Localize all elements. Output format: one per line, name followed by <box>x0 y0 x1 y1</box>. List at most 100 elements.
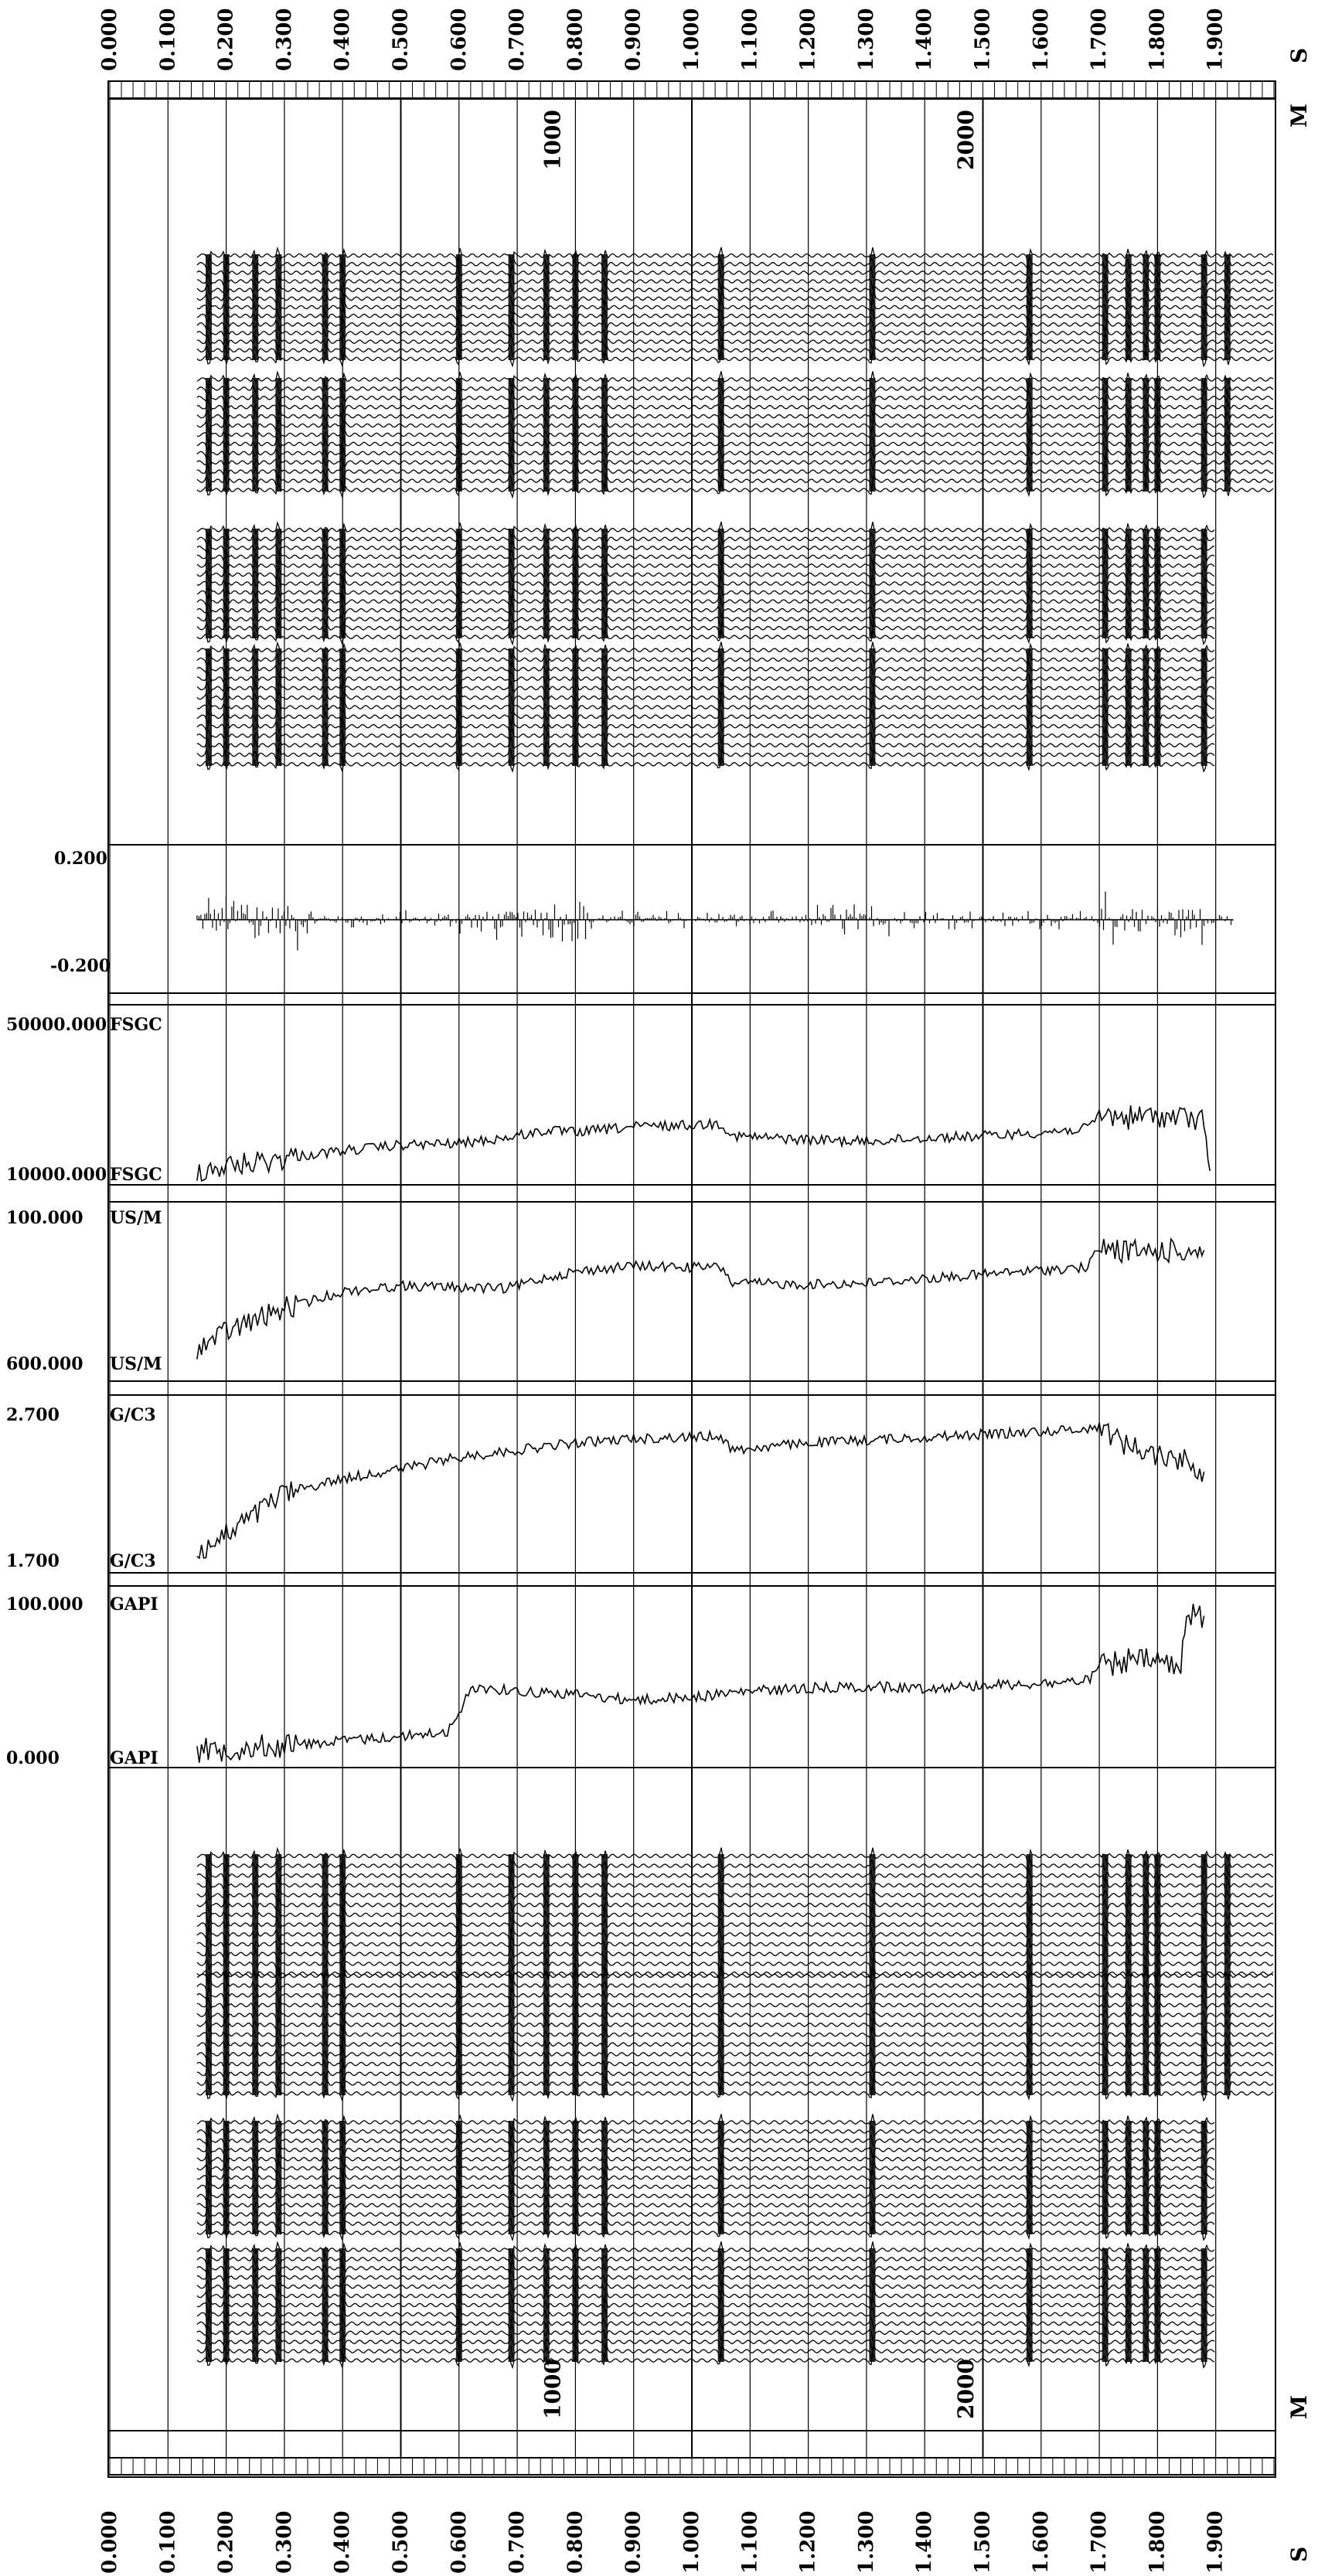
strong-event <box>601 378 608 492</box>
strong-event <box>1201 1854 1207 1975</box>
seismic-trace <box>196 273 1274 291</box>
strong-event <box>508 1974 515 2095</box>
strong-event <box>275 254 282 360</box>
seismic-trace <box>196 611 1215 629</box>
strong-event <box>601 254 608 360</box>
strong-event <box>1224 1854 1231 1975</box>
strong-event <box>508 378 515 492</box>
seismic-trace <box>196 2323 1215 2343</box>
tick-label-bottom: 1.700 <box>1088 2511 1111 2574</box>
seismic-trace <box>196 2151 1215 2168</box>
strong-event <box>275 1854 282 1975</box>
strong-event <box>252 254 259 360</box>
strong-event <box>1224 1974 1231 2095</box>
strong-event <box>223 529 230 638</box>
strong-event <box>1125 254 1132 360</box>
strong-event <box>717 2121 724 2234</box>
strong-event <box>1026 1854 1033 1975</box>
strong-event <box>252 2121 259 2234</box>
seismic-trace <box>196 2288 1215 2305</box>
strong-event <box>1154 1854 1161 1975</box>
seismic-trace <box>196 549 1215 566</box>
strong-event <box>717 1854 724 1975</box>
seismic-trace <box>196 708 1215 726</box>
seismic-trace <box>196 592 1215 608</box>
strong-event <box>322 529 329 638</box>
seismic-trace <box>196 2305 1215 2323</box>
seismic-trace <box>196 1887 1274 1904</box>
track-unit-top: FSGC <box>110 1015 162 1035</box>
strong-event <box>322 378 329 492</box>
strong-event <box>1125 2248 1132 2362</box>
strong-event <box>206 648 213 766</box>
strong-event <box>1154 529 1161 638</box>
tick-label-bottom: 1.200 <box>797 2511 820 2574</box>
strong-event <box>1201 648 1207 766</box>
strong-event <box>1154 648 1161 766</box>
seismic-trace <box>196 2045 1274 2061</box>
seismic-trace <box>196 263 1274 281</box>
depth-unit-label: M <box>1286 2395 1312 2419</box>
strong-event <box>339 1974 346 2095</box>
strong-event <box>1154 1974 1161 2095</box>
seismic-trace <box>196 444 1274 461</box>
seismic-trace <box>196 1935 1274 1954</box>
strong-event <box>601 2248 608 2362</box>
seismic-trace <box>196 1997 1274 2014</box>
seismic-trace <box>196 2142 1215 2159</box>
strong-event <box>1154 378 1161 492</box>
seismic-trace <box>196 1965 1274 1983</box>
strong-event <box>717 648 724 766</box>
strong-event <box>508 2248 515 2362</box>
seismic-trace <box>196 641 1215 659</box>
tick-label-bottom: 1.800 <box>1146 2511 1169 2574</box>
strong-event <box>1102 648 1109 766</box>
tick-label-top: 0.900 <box>622 9 645 71</box>
tick-label-top: 0.700 <box>506 9 529 71</box>
strong-event <box>1026 648 1033 766</box>
seismic-trace <box>196 2343 1215 2360</box>
strong-event <box>1143 1854 1149 1975</box>
track-top-value: 100.000 <box>6 1208 83 1228</box>
seismic-trace <box>196 2036 1274 2054</box>
tick-label-top: 0.000 <box>98 9 121 71</box>
seismic-trace <box>196 2315 1215 2331</box>
depth-label-top: 2000 <box>953 110 979 170</box>
seismic-trace <box>196 2187 1215 2203</box>
strong-event <box>455 378 462 492</box>
strong-event <box>543 648 550 766</box>
seismic-trace <box>196 659 1215 678</box>
tick-label-top: 1.200 <box>797 9 820 71</box>
tick-label-bottom: 1.100 <box>738 2511 761 2574</box>
tick-label-top: 0.800 <box>564 9 587 71</box>
strong-event <box>455 2248 462 2362</box>
seismic-trace <box>196 399 1274 416</box>
seismic-trace <box>196 2206 1215 2224</box>
strong-event <box>252 378 259 492</box>
strong-event <box>275 378 282 492</box>
strong-event <box>206 378 213 492</box>
depth-label-top: 1000 <box>540 110 565 170</box>
track-unit-bottom: GAPI <box>110 1748 158 1768</box>
strong-event <box>1154 254 1161 360</box>
seismic-trace <box>196 315 1274 332</box>
strong-event <box>572 529 579 638</box>
track-unit-bottom: G/C3 <box>110 1551 156 1571</box>
seismic-trace <box>196 651 1215 668</box>
trace-panel-top-3 <box>196 521 1215 646</box>
tick-label-bottom: 1.400 <box>913 2511 936 2574</box>
strong-event <box>252 1974 259 2095</box>
seismic-trace <box>196 473 1274 490</box>
seismic-trace <box>196 379 1274 397</box>
seismic-trace <box>196 2065 1274 2084</box>
strong-event <box>572 2248 579 2362</box>
strong-event <box>572 378 579 492</box>
strong-event <box>455 2121 462 2234</box>
seismic-trace <box>196 2296 1215 2315</box>
track-unit-bottom: FSGC <box>110 1165 162 1185</box>
strong-event <box>206 254 213 360</box>
seismic-trace <box>196 298 1274 317</box>
seismic-trace <box>196 2269 1215 2286</box>
strong-event <box>572 2121 579 2234</box>
strong-event <box>572 254 579 360</box>
